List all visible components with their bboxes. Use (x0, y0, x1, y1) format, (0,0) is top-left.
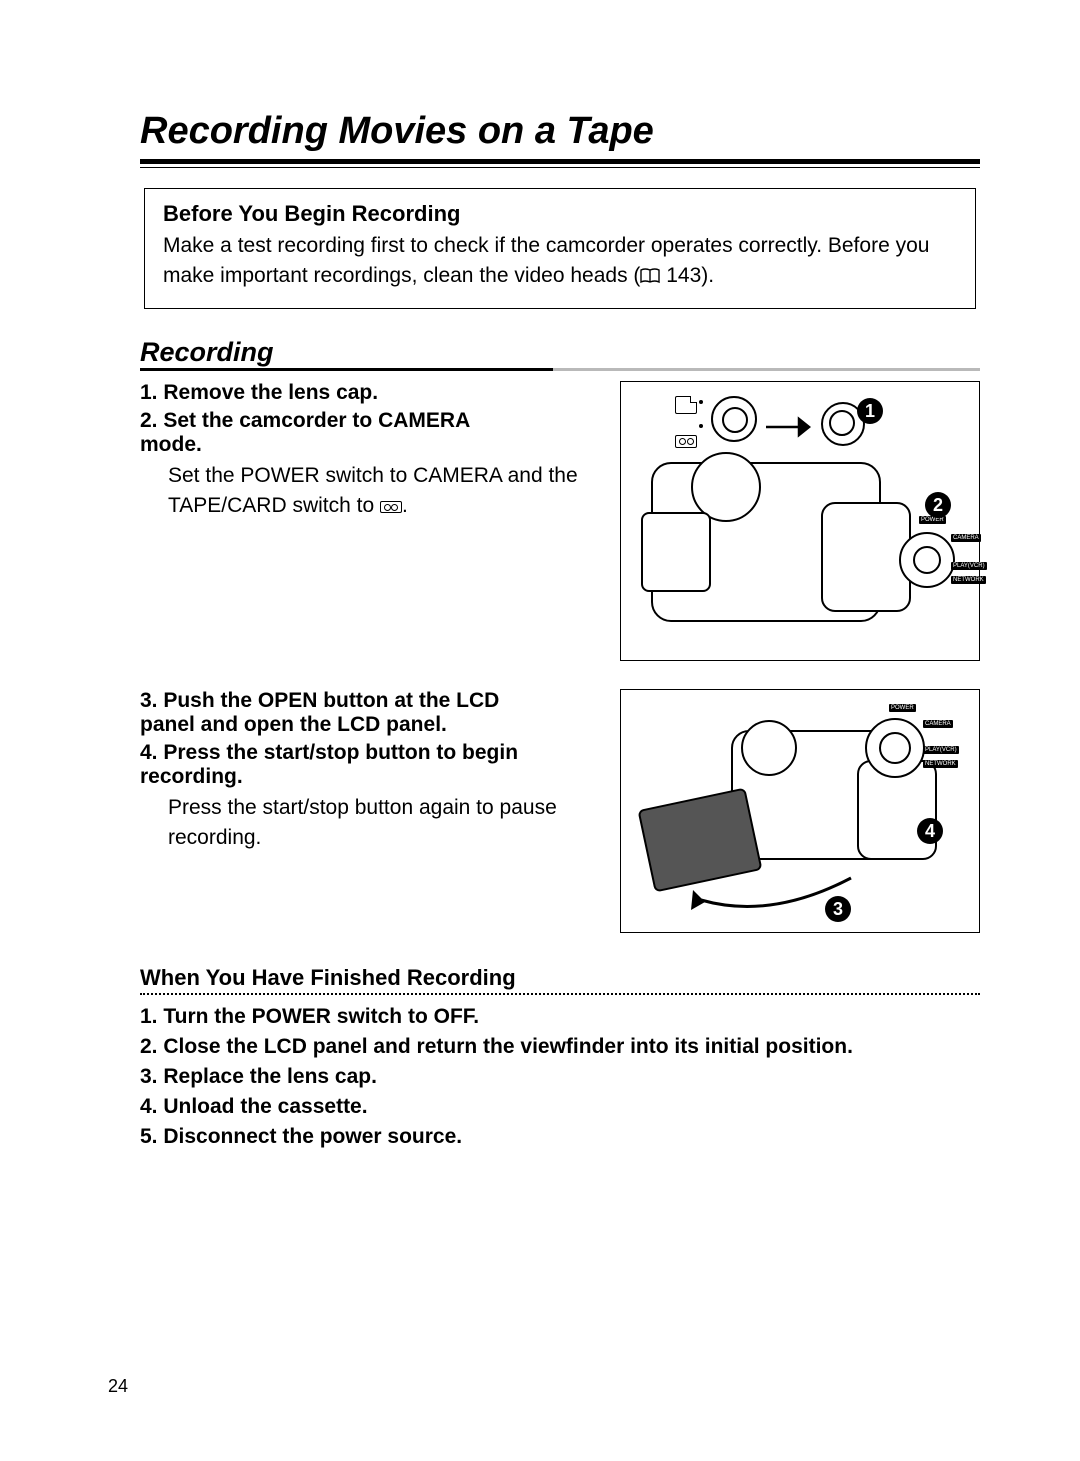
title-rule-thin (140, 167, 980, 168)
cam-lens-2 (741, 720, 797, 776)
finish-step-5: 5. Disconnect the power source. (140, 1125, 980, 1149)
callout-2: 2 (925, 492, 951, 518)
dot-icon (699, 424, 703, 428)
callout-3: 3 (825, 896, 851, 922)
step-2-sub: Set the POWER switch to CAMERA and the T… (168, 461, 600, 522)
lens-cap-icon (711, 396, 757, 442)
finish-step-1: 1. Turn the POWER switch to OFF. (140, 1005, 980, 1029)
step-3: 3. Push the OPEN button at the LCD panel… (140, 689, 560, 737)
note-box-heading: Before You Begin Recording (163, 201, 957, 227)
step-2: 2. Set the camcorder to CAMERA mode. (140, 409, 520, 457)
dial2-label-play: PLAY(VCR) (923, 746, 959, 754)
card-icon (675, 396, 697, 414)
steps-text-1: 1. Remove the lens cap. 2. Set the camco… (140, 381, 600, 661)
tape-icon-fig (675, 435, 697, 448)
section-heading: Recording (140, 337, 980, 368)
dial2-label-network: NETWORK (923, 760, 958, 768)
rule-light (553, 368, 980, 371)
dotted-rule (140, 993, 980, 995)
title-rule-thick (140, 159, 980, 164)
dial2-label-power: POWER (889, 704, 916, 712)
note-body-text-1: Make a test recording first to check if … (163, 234, 929, 287)
steps-block-2: 3. Push the OPEN button at the LCD panel… (140, 689, 980, 933)
finish-step-4: 4. Unload the cassette. (140, 1095, 980, 1119)
finish-step-3: 3. Replace the lens cap. (140, 1065, 980, 1089)
step-4: 4. Press the start/stop button to begin … (140, 741, 520, 789)
step-2-sub-before: Set the POWER switch to CAMERA and the T… (168, 464, 578, 517)
rule-dark (140, 368, 553, 371)
section-heading-rule (140, 368, 980, 371)
power-dial-inner (913, 546, 941, 574)
finish-list: 1. Turn the POWER switch to OFF. 2. Clos… (140, 1005, 980, 1149)
book-icon (640, 263, 660, 293)
finish-heading: When You Have Finished Recording (140, 965, 980, 991)
power-dial-2-inner (879, 732, 911, 764)
steps-block-1: 1. Remove the lens cap. 2. Set the camco… (140, 381, 980, 661)
callout-4: 4 (917, 818, 943, 844)
dial2-label-camera: CAMERA (923, 720, 953, 728)
figure-2: POWER CAMERA PLAY(VCR) NETWORK 3 4 (620, 689, 980, 933)
step-1: 1. Remove the lens cap. (140, 381, 600, 405)
page-title: Recording Movies on a Tape (140, 110, 980, 153)
finish-step-2: 2. Close the LCD panel and return the vi… (140, 1035, 980, 1059)
step-4-sub: Press the start/stop button again to pau… (168, 793, 568, 854)
note-box-body: Make a test recording first to check if … (163, 231, 957, 294)
callout-1: 1 (857, 398, 883, 424)
cam-viewfinder (641, 512, 711, 592)
page-number: 24 (108, 1376, 128, 1397)
note-body-text-2: 143). (660, 264, 714, 287)
tape-icon (380, 501, 402, 513)
dot-icon (699, 400, 703, 404)
dial-label-camera: CAMERA (951, 534, 981, 542)
dial-label-network: NETWORK (951, 576, 986, 584)
step-2-sub-after: . (402, 494, 408, 517)
cam-grip (821, 502, 911, 612)
note-box: Before You Begin Recording Make a test r… (144, 188, 976, 309)
arrow-icon (761, 412, 821, 442)
manual-page: Recording Movies on a Tape Before You Be… (0, 0, 1080, 1461)
steps-text-2: 3. Push the OPEN button at the LCD panel… (140, 689, 600, 933)
figure-1: POWER CAMERA PLAY(VCR) NETWORK 1 2 (620, 381, 980, 661)
dial-label-play: PLAY(VCR) (951, 562, 987, 570)
